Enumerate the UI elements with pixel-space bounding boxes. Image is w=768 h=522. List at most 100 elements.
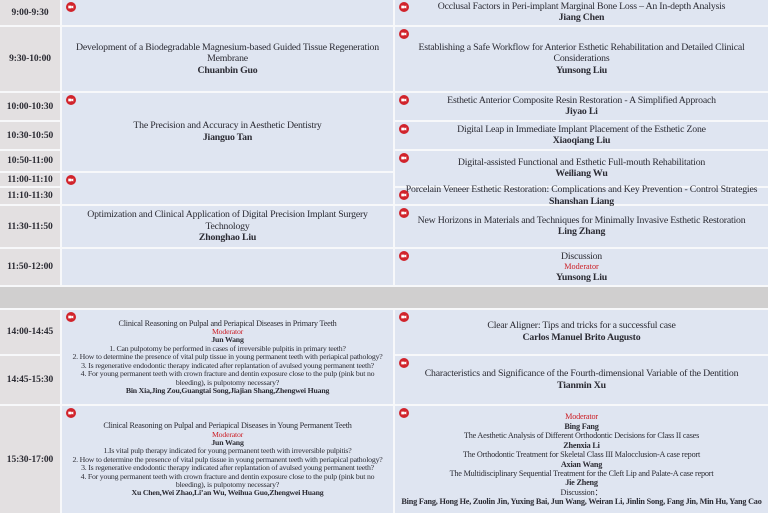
session-title: The Multidisciplinary Sequential Treatme…: [449, 468, 714, 478]
speaker-name: Jiyao Li: [565, 106, 598, 118]
session-title: Characteristics and Significance of the …: [424, 368, 739, 380]
speaker-name: Ling Zhang: [557, 226, 606, 238]
video-camera-icon[interactable]: [399, 2, 409, 12]
session-title: Optimization and Clinical Application of…: [87, 209, 368, 232]
speaker-name: Yunsong Liu: [555, 64, 608, 76]
speaker-name: Carlos Manuel Brito Augusto: [522, 331, 641, 343]
moderator-label: Moderator: [211, 429, 244, 439]
question-line: 3. Is regenerative endodontic therapy in…: [81, 463, 374, 473]
session-title: Digital-assisted Functional and Esthetic…: [457, 156, 706, 168]
time-cell: 10:30-10:50: [0, 122, 60, 149]
question-line: 1.Is vital pulp therapy indicated for yo…: [103, 446, 352, 456]
session-cell-digital-leap: Digital Leap in Immediate Implant Placem…: [395, 122, 768, 149]
session-cell-ortho-panel: Moderator Bing Fang The Aesthetic Analys…: [395, 406, 768, 513]
session-title: Occlusal Factors in Peri-implant Margina…: [437, 0, 726, 12]
video-camera-icon[interactable]: [399, 408, 409, 418]
question-line: 2. How to determine the presence of vita…: [72, 352, 383, 362]
session-title: The Aesthetic Analysis of Different Orth…: [463, 431, 700, 441]
speaker-name: Chuanbin Guo: [197, 64, 258, 76]
time-cell: 14:45-15:30: [0, 356, 60, 404]
question-line: 4. For young permanent teeth with crown …: [80, 369, 375, 387]
session-title: Clinical Reasoning on Pulpal and Periapi…: [103, 421, 352, 431]
session-cell-composite-resin: Esthetic Anterior Composite Resin Restor…: [395, 93, 768, 120]
video-camera-icon[interactable]: [399, 251, 409, 261]
time-cell: 10:50-11:00: [0, 151, 60, 171]
video-camera-icon[interactable]: [399, 95, 409, 105]
question-line: 4. For young permanent teeth with crown …: [80, 471, 375, 490]
speaker-name: Jiang Chen: [558, 12, 605, 24]
session-cell-porcelain-veneer: Porcelain Veneer Esthetic Restoration: C…: [395, 184, 768, 207]
video-camera-icon[interactable]: [399, 208, 409, 218]
moderator-name: Bing Fang: [564, 421, 599, 431]
question-line: 2. How to determine the presence of vita…: [72, 454, 383, 464]
speaker-name: Jie Zheng: [565, 478, 598, 488]
video-camera-icon[interactable]: [399, 124, 409, 134]
question-line: 1. Can pulpotomy be performed in cases o…: [109, 343, 346, 353]
moderator-name: Jun Wang: [211, 335, 244, 345]
session-title: Development of a Biodegradable Magnesium…: [76, 41, 379, 65]
speaker-name: Axian Wang: [560, 459, 603, 469]
session-cell-occlusal: Occlusal Factors in Peri-implant Margina…: [395, 0, 768, 25]
time-cell: 14:00-14:45: [0, 310, 60, 354]
session-title: Clear Aligner: Tips and tricks for a suc…: [487, 320, 676, 332]
time-cell: 10:00-10:30: [0, 93, 60, 120]
speaker-name: Shanshan Liang: [548, 195, 614, 207]
session-title: Clinical Reasoning on Pulpal and Periapi…: [118, 318, 337, 328]
session-cell-dev-membrane: Development of a Biodegradable Magnesium…: [62, 27, 393, 91]
video-camera-icon[interactable]: [399, 312, 409, 322]
time-cell: 11:10-11:30: [0, 188, 60, 204]
moderator-name: Yunsong Liu: [555, 271, 608, 283]
session-title: The Precision and Accuracy in Aesthetic …: [133, 120, 322, 132]
session-cell-implant-surgery: Optimization and Clinical Application of…: [62, 206, 393, 247]
section-break-band: [0, 287, 768, 308]
question-line: 3. Is regenerative endodontic therapy in…: [81, 360, 374, 370]
moderator-label: Moderator: [564, 262, 599, 272]
moderator-label: Moderator: [565, 412, 598, 422]
time-cell: 11:50-12:00: [0, 249, 60, 285]
video-camera-icon[interactable]: [66, 2, 76, 12]
speaker-names: Xu Chen,Wei Zhao,Li’an Wu, Weihua Guo,Zh…: [131, 488, 324, 498]
session-cell-fourth-dimensional: Characteristics and Significance of the …: [395, 356, 768, 404]
session-cell-full-mouth: Digital-assisted Functional and Esthetic…: [395, 151, 768, 186]
time-cell: 9:30-10:00: [0, 27, 60, 91]
time-cell: 9:00-9:30: [0, 0, 60, 25]
session-cell-safe-workflow: Establishing a Safe Workflow for Anterio…: [395, 27, 768, 91]
session-cell-discussion: Discussion Moderator Yunsong Liu: [395, 249, 768, 285]
time-cell: 11:00-11:10: [0, 173, 60, 186]
video-camera-icon[interactable]: [399, 153, 409, 163]
session-title: New Horizons in Materials and Techniques…: [417, 214, 746, 226]
video-camera-icon[interactable]: [66, 408, 76, 418]
video-camera-icon[interactable]: [66, 95, 76, 105]
panelist-names: Bing Fang, Hong He, Zuolin Jin, Yuxing B…: [401, 497, 762, 507]
session-cell-clear-aligner: Clear Aligner: Tips and tricks for a suc…: [395, 310, 768, 354]
moderator-name: Jun Wang: [211, 437, 244, 447]
video-camera-icon[interactable]: [399, 29, 409, 39]
time-cell: 11:30-11:50: [0, 206, 60, 247]
session-title: The Orthodontic Treatment for Skeletal C…: [462, 450, 701, 460]
session-cell-left-1100: [62, 173, 393, 204]
video-camera-icon[interactable]: [66, 175, 76, 185]
session-title: Establishing a Safe Workflow for Anterio…: [418, 41, 745, 65]
moderator-label: Moderator: [211, 327, 244, 337]
speaker-names: Bin Xia,Jing Zou,Guangtai Song,Jiajian S…: [125, 385, 330, 395]
session-cell-clinical-primary: Clinical Reasoning on Pulpal and Periapi…: [62, 310, 393, 404]
video-camera-icon[interactable]: [399, 190, 409, 200]
speaker-name: Zhenxia Li: [563, 440, 600, 450]
speaker-name: Zhonghao Liu: [198, 232, 257, 244]
discussion-label: Discussion：: [560, 487, 603, 497]
session-cell-left-0900: [62, 0, 393, 25]
session-cell-precision: The Precision and Accuracy in Aesthetic …: [62, 93, 393, 171]
session-title: Porcelain Veneer Esthetic Restoration: C…: [405, 184, 758, 196]
video-camera-icon[interactable]: [399, 358, 409, 368]
session-title: Esthetic Anterior Composite Resin Restor…: [447, 94, 716, 106]
speaker-name: Jianguo Tan: [202, 131, 253, 143]
speaker-name: Tianmin Xu: [557, 379, 606, 391]
session-cell-left-1150: [62, 249, 393, 285]
time-cell: 15:30-17:00: [0, 406, 60, 513]
speaker-name: Xiaoqiang Liu: [552, 135, 611, 147]
video-camera-icon[interactable]: [66, 312, 76, 322]
session-cell-clinical-young: Clinical Reasoning on Pulpal and Periapi…: [62, 406, 393, 513]
speaker-name: Weiliang Wu: [555, 168, 608, 180]
session-title: Discussion: [560, 250, 602, 262]
